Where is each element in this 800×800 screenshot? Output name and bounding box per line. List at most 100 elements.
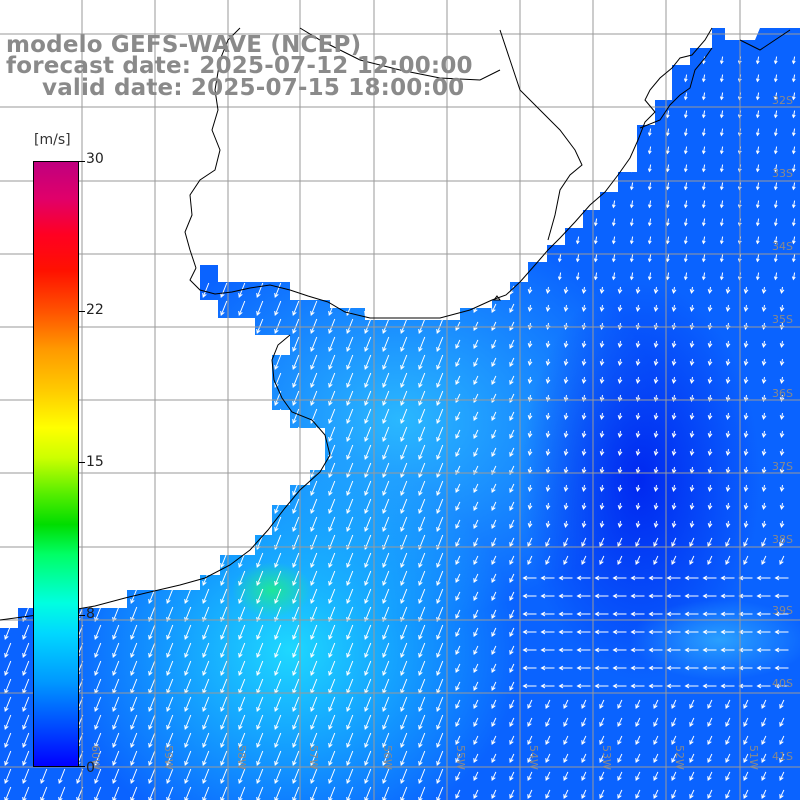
wind-arrow xyxy=(310,750,318,766)
wind-arrow xyxy=(701,128,706,137)
wind-arrow xyxy=(683,236,688,245)
wind-arrow xyxy=(202,480,210,496)
wind-arrow xyxy=(473,789,479,800)
wind-arrow xyxy=(4,786,12,800)
wind-arrow xyxy=(761,753,767,764)
wind-arrow xyxy=(436,606,444,622)
wind-arrow xyxy=(702,683,717,689)
wind-arrow xyxy=(599,286,605,295)
wind-arrow xyxy=(647,200,652,209)
wind-arrow xyxy=(527,789,533,800)
wind-arrow xyxy=(346,462,354,478)
wind-arrow xyxy=(653,448,659,457)
wind-arrow xyxy=(761,304,767,313)
wind-arrow xyxy=(256,480,264,496)
wind-arrow xyxy=(743,753,749,764)
wind-arrow xyxy=(755,200,760,209)
wind-arrow xyxy=(725,340,731,349)
wind-arrow xyxy=(382,300,390,316)
wind-arrow xyxy=(473,429,479,440)
wind-arrow xyxy=(509,663,515,674)
wind-arrow xyxy=(256,390,264,406)
wind-arrow xyxy=(310,768,318,784)
wind-arrow xyxy=(701,92,706,101)
wind-arrow xyxy=(581,430,587,439)
wind-arrow xyxy=(436,444,444,460)
wind-arrow xyxy=(166,426,174,442)
wind-arrow xyxy=(292,768,300,784)
wind-arrow xyxy=(701,146,706,155)
wind-arrow xyxy=(220,480,228,496)
wind-arrow xyxy=(653,699,659,710)
wind-arrow xyxy=(522,593,537,599)
wind-arrow xyxy=(418,588,426,604)
wind-arrow xyxy=(220,750,228,766)
wind-arrow xyxy=(238,570,246,586)
wind-arrow xyxy=(4,336,12,352)
wind-arrow xyxy=(563,304,569,313)
wind-arrow xyxy=(202,282,210,298)
wind-arrow xyxy=(509,789,515,800)
wind-arrow xyxy=(202,696,210,712)
wind-arrow xyxy=(648,593,663,599)
wind-arrow xyxy=(491,699,497,710)
wind-arrow xyxy=(328,408,336,424)
wind-arrow xyxy=(557,74,562,83)
wind-arrow xyxy=(4,732,12,748)
wind-arrow xyxy=(491,411,497,422)
wind-arrow xyxy=(599,484,605,493)
latitude-label: 38S xyxy=(772,533,793,546)
wind-arrow xyxy=(725,502,731,511)
wind-arrow xyxy=(184,660,192,676)
wind-arrow xyxy=(563,430,569,439)
wind-arrow xyxy=(557,164,562,173)
wind-arrow xyxy=(701,200,706,209)
wind-arrow xyxy=(743,717,749,728)
wind-arrow xyxy=(743,771,749,782)
wind-arrow xyxy=(707,537,713,548)
wind-arrow xyxy=(725,286,731,295)
wind-arrow xyxy=(630,575,645,581)
wind-arrow xyxy=(310,354,318,370)
wind-arrow xyxy=(382,786,390,800)
wind-arrow xyxy=(540,665,555,671)
wind-arrow xyxy=(671,484,677,493)
wind-arrow xyxy=(702,575,717,581)
wind-arrow xyxy=(382,624,390,640)
wind-arrow xyxy=(594,647,609,653)
wind-arrow xyxy=(455,375,461,386)
wind-arrow xyxy=(148,786,156,800)
wind-arrow xyxy=(400,282,408,298)
wind-arrow xyxy=(791,272,796,281)
wind-arrow xyxy=(112,426,120,442)
wind-arrow xyxy=(653,304,659,313)
wind-arrow xyxy=(328,498,336,514)
wind-arrow xyxy=(148,624,156,640)
longitude-label: 57W xyxy=(307,745,320,770)
wind-arrow xyxy=(630,611,645,617)
wind-arrow xyxy=(418,336,426,352)
wind-arrow xyxy=(545,753,551,764)
wind-arrow xyxy=(509,591,515,602)
wind-arrow xyxy=(612,629,627,635)
wind-arrow xyxy=(238,768,246,784)
wind-arrow xyxy=(202,300,210,316)
wind-arrow xyxy=(130,714,138,730)
wind-arrow xyxy=(629,110,634,119)
wind-arrow xyxy=(220,768,228,784)
wind-arrow xyxy=(346,336,354,352)
wind-arrow xyxy=(491,735,497,746)
wind-arrow xyxy=(791,236,796,245)
wind-arrow xyxy=(364,426,372,442)
wind-arrow xyxy=(346,552,354,568)
wind-arrow xyxy=(418,624,426,640)
wind-arrow xyxy=(725,520,731,529)
wind-arrow xyxy=(665,218,670,227)
wind-arrow xyxy=(328,570,336,586)
wind-arrow xyxy=(756,683,771,689)
wind-arrow xyxy=(455,555,461,566)
wind-arrow xyxy=(292,570,300,586)
wind-arrow xyxy=(575,236,580,245)
wind-arrow xyxy=(310,732,318,748)
wind-arrow xyxy=(364,642,372,658)
